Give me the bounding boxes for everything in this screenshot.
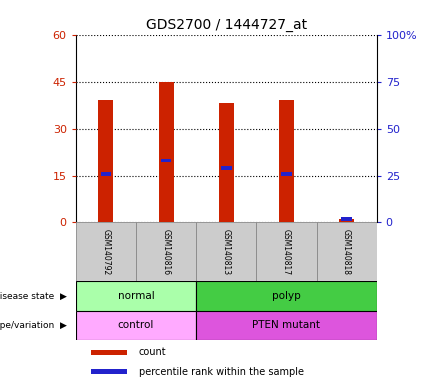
Bar — [158, 81, 174, 222]
Bar — [256, 222, 317, 281]
Text: count: count — [139, 347, 167, 357]
Text: GSM140816: GSM140816 — [162, 229, 171, 275]
Text: disease state  ▶: disease state ▶ — [0, 291, 67, 300]
Bar — [341, 217, 352, 221]
Bar — [100, 172, 111, 175]
Bar — [317, 222, 377, 281]
Text: PTEN mutant: PTEN mutant — [252, 320, 320, 330]
Text: percentile rank within the sample: percentile rank within the sample — [139, 367, 304, 377]
Text: polyp: polyp — [272, 291, 301, 301]
Bar — [279, 100, 294, 222]
Bar — [196, 311, 377, 340]
Text: control: control — [118, 320, 154, 330]
Bar — [98, 100, 113, 222]
Bar — [91, 350, 127, 355]
Bar — [219, 103, 234, 222]
Text: GSM140792: GSM140792 — [101, 229, 110, 275]
Bar — [221, 166, 232, 170]
Bar — [76, 222, 136, 281]
Bar — [339, 219, 354, 222]
Bar — [76, 281, 196, 311]
Bar — [196, 222, 256, 281]
Text: normal: normal — [118, 291, 154, 301]
Bar — [91, 369, 127, 374]
Text: GSM140817: GSM140817 — [282, 229, 291, 275]
Title: GDS2700 / 1444727_at: GDS2700 / 1444727_at — [145, 18, 307, 32]
Bar — [76, 311, 196, 340]
Text: genotype/variation  ▶: genotype/variation ▶ — [0, 321, 67, 330]
Text: GSM140818: GSM140818 — [342, 229, 351, 275]
Bar — [161, 159, 171, 162]
Text: GSM140813: GSM140813 — [222, 229, 231, 275]
Bar — [281, 172, 292, 175]
Bar — [136, 222, 196, 281]
Bar — [196, 281, 377, 311]
